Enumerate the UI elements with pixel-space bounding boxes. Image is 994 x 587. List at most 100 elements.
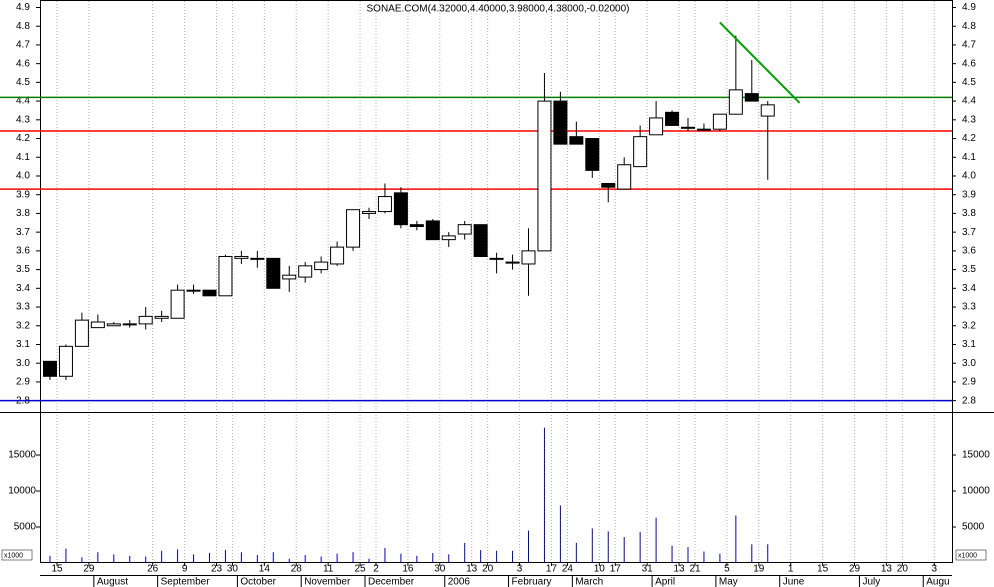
x-tick-label: 19 [753, 564, 765, 575]
y-tick-label: 4.7 [16, 40, 30, 51]
y-tick-label: 3.4 [16, 283, 30, 294]
candle-body [521, 250, 536, 265]
y-tick-label-right: 4.5 [962, 77, 976, 88]
month-label: March [575, 577, 603, 587]
y-tick-label: 4.8 [16, 21, 30, 32]
x-tick-label: 25 [354, 564, 366, 575]
x-tick-label: 3 [931, 564, 937, 575]
candle-body [712, 113, 727, 130]
x-tick-label: 15 [817, 564, 829, 575]
y-tick-label-right: 2.9 [962, 377, 976, 388]
y-tick-label: 4.5 [16, 77, 30, 88]
candle-body [585, 138, 600, 171]
candle-body [728, 89, 743, 115]
x-tick-label: 15 [51, 564, 63, 575]
month-label: December [368, 577, 415, 587]
candle-body [122, 323, 137, 326]
candle-body [43, 360, 57, 377]
x-tick-label: 13 [466, 564, 478, 575]
y-tick-label-right: 4.3 [962, 114, 976, 125]
candle-body [74, 319, 89, 347]
candle-body [681, 126, 695, 129]
y-tick-label: 3.7 [16, 227, 30, 238]
volume-tick-label: 5000 [14, 522, 37, 533]
candle-body [362, 211, 376, 214]
grid-layer [56, 1, 935, 563]
y-tick-label: 4.1 [16, 152, 30, 163]
x-tick-label: 2 [373, 564, 379, 575]
y-tick-label: 4.2 [16, 133, 30, 144]
x-tick-label: 11 [323, 564, 334, 575]
candle-body [601, 182, 616, 188]
month-label: September [161, 577, 211, 587]
candle-body [617, 164, 632, 190]
y-tick-label-right: 3.1 [962, 339, 976, 350]
y-tick-label: 2.9 [16, 377, 30, 388]
y-tick-label: 3.0 [16, 358, 30, 369]
volume-tick-label-right: 10000 [962, 486, 990, 497]
month-label: February [512, 577, 552, 587]
y-tick-label: 4.4 [16, 96, 30, 107]
candle-body [186, 289, 201, 292]
y-tick-label-right: 4.0 [962, 171, 976, 182]
candle-body [282, 274, 297, 280]
x-tick-label: 1 [788, 564, 794, 575]
candle-body [266, 257, 281, 289]
y-tick-label: 4.0 [16, 171, 30, 182]
y-tick-label: 3.3 [16, 302, 30, 313]
y-tick-label: 4.6 [16, 58, 30, 69]
month-label: November [304, 577, 351, 587]
candle-body [649, 117, 664, 136]
y-tick-label: 4.9 [16, 2, 30, 13]
x-tick-label: 17 [546, 564, 558, 575]
candle-body [377, 196, 392, 213]
volume-tick-label: 15000 [8, 450, 36, 461]
candle-body [218, 255, 233, 297]
candle-body [330, 246, 345, 265]
x-tick-label: 30 [227, 564, 239, 575]
x-tick-label: 29 [83, 564, 95, 575]
candle-body [202, 289, 217, 297]
y-tick-label: 3.9 [16, 189, 30, 200]
y-tick-label-right: 4.7 [962, 40, 976, 51]
volume-unit-label: x1000 [958, 552, 977, 559]
candle-body [441, 235, 456, 241]
candle-body [154, 315, 169, 319]
y-tick-label-right: 3.0 [962, 358, 976, 369]
candle-body [409, 224, 424, 228]
unit-box [955, 549, 987, 561]
x-tick-label: 20 [482, 564, 494, 575]
candle-body [473, 224, 488, 257]
volume-tick-label-right: 5000 [962, 522, 985, 533]
y-tick-label-right: 3.4 [962, 283, 976, 294]
candle-body [250, 257, 265, 260]
month-label: Augu [926, 577, 949, 587]
y-tick-label-right: 2.8 [962, 395, 976, 406]
x-tick-label: 5 [724, 564, 730, 575]
y-tick-label-right: 3.5 [962, 264, 976, 275]
x-tick-label: 24 [562, 564, 574, 575]
x-tick-label: 30 [434, 564, 446, 575]
candle-body [106, 323, 121, 327]
candle-body [569, 136, 584, 145]
y-tick-label-right: 4.1 [962, 152, 976, 163]
chart-title: SONAE.COM(4.32000,4.40000,3.98000,4.3800… [367, 4, 630, 15]
candle-body [553, 100, 568, 145]
y-tick-label-right: 4.8 [962, 21, 976, 32]
y-tick-label-right: 4.4 [962, 96, 976, 107]
candle-body [314, 261, 329, 271]
x-tick-label: 13 [881, 564, 893, 575]
y-tick-label-right: 3.7 [962, 227, 976, 238]
trend-line [719, 21, 801, 104]
y-tick-label: 3.2 [16, 320, 30, 331]
x-tick-label: 13 [673, 564, 685, 575]
candle-body [90, 321, 105, 329]
y-tick-label-right: 3.3 [962, 302, 976, 313]
y-tick-label: 4.3 [16, 114, 30, 125]
month-label: 2006 [448, 577, 471, 587]
y-tick-label-right: 3.2 [962, 320, 976, 331]
candle-body [744, 93, 759, 102]
candle-body [457, 224, 472, 235]
